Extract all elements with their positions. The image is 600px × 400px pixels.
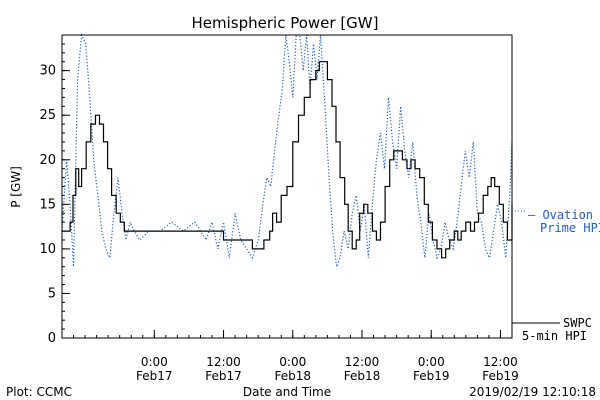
x-tick-time-label: 0:00	[141, 355, 168, 369]
series-lines	[61, 32, 513, 267]
x-tick-date-label: Feb17	[136, 369, 173, 383]
x-tick-time-label: 0:00	[418, 355, 445, 369]
swpc-legend-label-line1: SWPC	[563, 316, 592, 330]
x-tick-date-label: Feb19	[413, 369, 450, 383]
y-axis-ticks: 0 5 10 15 20 25 30	[39, 64, 70, 346]
plot-frame	[61, 34, 513, 339]
swpc-hpi-line	[62, 61, 513, 259]
x-axis-ticks: 0:00Feb1712:00Feb170:00Feb1812:00Feb180:…	[136, 330, 519, 383]
x-axis-label: Date and Time	[243, 385, 331, 399]
y-axis-label: P [GW]	[9, 166, 23, 208]
plot-credit: Plot: CCMC	[6, 385, 72, 399]
ovation-legend-label-line2: Prime HPI	[540, 221, 600, 235]
y-tick-label: 25	[39, 108, 56, 123]
x-tick-time-label: 12:00	[206, 355, 241, 369]
x-tick-time-label: 0:00	[279, 355, 306, 369]
ovation-legend-label-line1: — Ovation	[528, 208, 593, 222]
x-tick-date-label: Feb18	[344, 369, 381, 383]
y-tick-label: 0	[48, 331, 56, 346]
x-tick-time-label: 12:00	[483, 355, 518, 369]
y-tick-label: 30	[39, 64, 56, 79]
timestamp: 2019/02/19 12:10:18	[469, 385, 596, 399]
y-tick-label: 20	[39, 153, 56, 168]
y-tick-label: 10	[39, 242, 56, 257]
x-tick-time-label: 12:00	[345, 355, 380, 369]
x-tick-date-label: Feb19	[482, 369, 519, 383]
x-tick-date-label: Feb17	[205, 369, 242, 383]
swpc-legend-label-line2: 5-min HPI	[522, 329, 587, 343]
y-tick-label: 5	[48, 286, 56, 301]
x-tick-date-label: Feb18	[275, 369, 312, 383]
y-tick-label: 15	[39, 197, 56, 212]
chart-title: Hemispheric Power [GW]	[192, 14, 379, 32]
